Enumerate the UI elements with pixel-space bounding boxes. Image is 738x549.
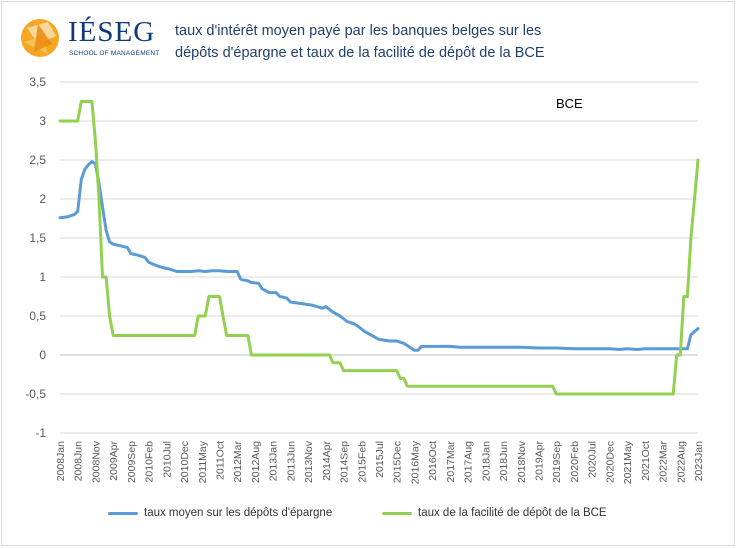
ieseg-logo: IÉSEG SCHOOL OF MANAGEMENT — [18, 14, 160, 62]
chart-title-line-1: taux d'intérêt moyen payé par les banque… — [175, 23, 542, 39]
x-tick-label: 2015Feb — [356, 441, 368, 483]
y-tick-label: 0,5 — [29, 309, 46, 323]
x-tick-label: 2020Jul — [587, 441, 599, 478]
x-tick-label: 2014Sep — [339, 441, 351, 483]
x-tick-label: 2009Apr — [108, 441, 120, 481]
y-tick-label: 3 — [39, 114, 46, 128]
y-tick-label: 1,5 — [29, 231, 46, 245]
legend-swatch-blue — [108, 511, 138, 515]
logo-tagline: SCHOOL OF MANAGEMENT — [69, 50, 160, 57]
x-tick-label: 2013Jun — [285, 441, 297, 481]
x-tick-label: 2008Jan — [55, 441, 67, 481]
x-tick-label: 2014Apr — [321, 441, 333, 481]
legend-label-savings-rate: taux moyen sur les dépôts d'épargne — [144, 507, 333, 519]
x-tick-label: 2017Aug — [463, 441, 475, 483]
x-tick-label: 2012Mar — [232, 441, 244, 483]
logo-emblem-icon — [21, 19, 59, 57]
x-tick-label: 2022Aug — [675, 441, 687, 483]
x-tick-label: 2020Dec — [604, 441, 616, 483]
x-tick-label: 2010Jul — [161, 441, 173, 478]
x-tick-label: 2015Dec — [392, 441, 404, 483]
y-tick-label: 0 — [39, 348, 46, 362]
y-tick-label: 1 — [39, 270, 46, 284]
x-tick-label: 2022Mar — [658, 441, 670, 483]
x-tick-label: 2010Dec — [179, 441, 191, 483]
y-tick-label: 2 — [39, 192, 46, 206]
x-tick-label: 2018Jun — [498, 441, 510, 481]
chart-title: taux d'intérêt moyen payé par les banque… — [175, 20, 595, 64]
x-tick-label: 2018Jan — [480, 441, 492, 481]
x-tick-label: 2017Mar — [445, 441, 457, 483]
x-tick-label: 2008Jun — [73, 441, 85, 481]
legend-swatch-green — [382, 511, 412, 515]
x-tick-label: 2019Sep — [551, 441, 563, 483]
chart-title-line-2: dépôts d'épargne et taux de la facilité … — [175, 45, 545, 61]
logo-wordmark: IÉSEG — [68, 16, 156, 48]
x-tick-label: 2009Sep — [126, 441, 138, 483]
y-tick-label: -0,5 — [25, 387, 46, 401]
x-tick-label: 2013Jan — [268, 441, 280, 481]
x-tick-label: 2011Oct — [215, 441, 227, 480]
x-tick-label: 2016May — [409, 440, 421, 484]
x-tick-label: 2016Oct — [427, 441, 439, 481]
legend: taux moyen sur les dépôts d'épargne taux… — [0, 507, 738, 527]
annotation-bce: BCE — [556, 96, 583, 111]
legend-item-savings-rate: taux moyen sur les dépôts d'épargne — [108, 507, 332, 519]
series-line-ecb-rate — [58, 100, 700, 396]
x-tick-label: 2008Nov — [90, 440, 102, 483]
x-tick-label: 2012Aug — [250, 441, 262, 483]
x-tick-label: 2021May — [622, 440, 634, 484]
x-tick-label: 2013Nov — [303, 440, 315, 483]
legend-item-ecb-rate: taux de la facilité de dépôt de la BCE — [382, 507, 607, 519]
x-tick-label: 2010Feb — [144, 441, 156, 483]
y-tick-label: 3,5 — [29, 75, 46, 89]
x-tick-label: 2023Jan — [693, 441, 705, 481]
y-tick-label: -1 — [35, 426, 46, 440]
x-tick-label: 2021Oct — [640, 441, 652, 481]
x-tick-label: 2020Feb — [569, 441, 581, 483]
x-tick-label: 2018Nov — [516, 440, 528, 483]
x-tick-label: 2011May — [197, 440, 209, 483]
x-tick-label: 2019Apr — [534, 441, 546, 481]
y-tick-label: 2,5 — [29, 153, 46, 167]
series-line-savings-rate — [58, 160, 700, 352]
legend-label-ecb-rate: taux de la facilité de dépôt de la BCE — [418, 507, 607, 519]
x-tick-label: 2015Jul — [374, 441, 386, 478]
